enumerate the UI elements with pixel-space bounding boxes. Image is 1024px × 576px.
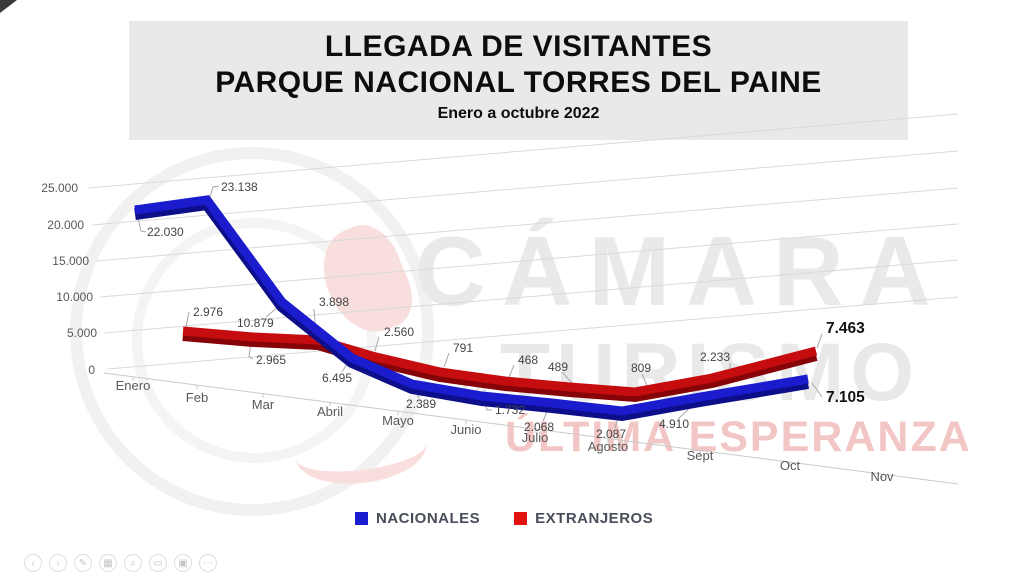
all-slides-icon: ▦ (103, 558, 113, 569)
label-nacionales-junio: 1.732 (495, 403, 525, 417)
cat-mar: Mar (252, 397, 275, 412)
previous-slide-button[interactable]: ‹ (24, 554, 42, 572)
cat-nov: Nov (870, 469, 894, 484)
series-nacionales-line (134, 195, 809, 422)
more-options-icon: ⋯ (203, 558, 213, 569)
category-axis (103, 372, 959, 485)
chart-legend: NACIONALES EXTRANJEROS (355, 510, 653, 527)
label-nacionales-abril: 6.495 (322, 371, 352, 385)
gridline-20000 (91, 150, 959, 226)
label-nacionales-oct: 7.105 (826, 389, 865, 406)
value-axis-labels: 25.000 20.000 15.000 10.000 5.000 0 (41, 181, 97, 377)
pen-button[interactable]: ✎ (74, 554, 92, 572)
pen-icon: ✎ (78, 558, 88, 569)
y-tick-20000: 20.000 (47, 218, 84, 232)
display-settings-button[interactable]: ▣ (174, 554, 192, 572)
black-screen-icon: ▭ (153, 558, 163, 569)
title-line-1: LLEGADA DE VISITANTES (324, 30, 713, 63)
gridline-5000 (103, 259, 959, 334)
label-extranjeros-julio: 489 (548, 360, 568, 374)
watermark-esperanza: ÚLTIMA ESPERANZA (505, 413, 972, 461)
label-nacionales-agosto: 2.087 (596, 427, 626, 441)
slideshow-toolbar: ‹ › ✎ ▦ ⌕ ▭ ▣ ⋯ (24, 554, 217, 572)
legend-swatch-extranjeros-icon (514, 512, 528, 525)
label-extranjeros-mayo: 791 (453, 341, 473, 355)
label-nacionales-mar: 10.879 (237, 316, 274, 330)
label-extranjeros-sept: 2.233 (700, 350, 730, 364)
cat-agosto: Agosto (588, 439, 628, 454)
cat-junio: Junio (450, 422, 481, 437)
y-tick-0: 0 (88, 363, 95, 377)
label-extranjeros-junio: 468 (518, 353, 538, 367)
series-extranjeros-top (182, 326, 818, 397)
zoom-icon: ⌕ (130, 558, 136, 569)
watermark-inner-circle-icon (132, 218, 377, 463)
label-extranjeros-enero: 2.976 (193, 305, 223, 319)
cat-oct: Oct (780, 458, 801, 473)
title-subtitle: Enero a octubre 2022 (437, 105, 600, 122)
gridline-25000 (87, 113, 959, 189)
label-nacionales-feb: 23.138 (221, 180, 258, 194)
label-nacionales-enero: 22.030 (147, 225, 184, 239)
legend-label-extranjeros: EXTRANJEROS (535, 510, 654, 527)
cat-feb: Feb (186, 390, 208, 405)
title-line-2: PARQUE NACIONAL TORRES DEL PAINE (215, 66, 822, 99)
label-extranjeros-oct: 7.463 (826, 320, 865, 337)
cat-mayo: Mayo (382, 413, 414, 428)
cat-julio: Julio (522, 430, 549, 445)
next-slide-button[interactable]: › (49, 554, 67, 572)
data-labels-nacionales: 22.030 23.138 10.879 6.495 2.389 1.732 2… (147, 180, 865, 441)
previous-slide-icon: ‹ (31, 558, 35, 569)
leader-lines (136, 185, 823, 429)
corner-mark (0, 0, 17, 13)
category-axis-ticks (132, 377, 883, 478)
y-tick-10000: 10.000 (56, 290, 93, 304)
title-banner: LLEGADA DE VISITANTES PARQUE NACIONAL TO… (129, 21, 908, 140)
cat-enero: Enero (116, 378, 151, 393)
label-nacionales-julio: 2.068 (524, 420, 554, 434)
cat-sept: Sept (687, 448, 714, 463)
y-tick-25000: 25.000 (41, 181, 78, 195)
legend-label-nacionales: NACIONALES (376, 510, 481, 527)
label-extranjeros-abril: 2.560 (384, 325, 414, 339)
data-labels-extranjeros: 2.976 2.965 3.898 2.560 791 468 489 809 … (193, 295, 865, 375)
y-tick-15000: 15.000 (52, 254, 89, 268)
y-tick-5000: 5.000 (67, 326, 97, 340)
legend-item-nacionales: NACIONALES (355, 510, 480, 527)
series-nacionales-top (134, 195, 809, 416)
label-nacionales-mayo: 2.389 (406, 397, 436, 411)
legend-item-extranjeros: EXTRANJEROS (514, 510, 653, 527)
label-nacionales-sept: 4.910 (659, 417, 689, 431)
display-settings-icon: ▣ (178, 558, 188, 569)
category-labels: Enero Feb Mar Abril Mayo Junio Julio Ago… (116, 378, 894, 484)
black-screen-button[interactable]: ▭ (149, 554, 167, 572)
cat-abril: Abril (317, 404, 343, 419)
legend-swatch-nacionales-icon (355, 512, 368, 525)
gridline-10000 (99, 223, 959, 298)
watermark-camara: CÁMARA (415, 216, 947, 326)
label-extranjeros-feb: 2.965 (256, 353, 286, 367)
all-slides-button[interactable]: ▦ (99, 554, 117, 572)
zoom-button[interactable]: ⌕ (124, 554, 142, 572)
series-extranjeros-line (182, 326, 818, 403)
more-options-button[interactable]: ⋯ (199, 554, 217, 572)
next-slide-icon: › (56, 558, 60, 569)
label-extranjeros-agosto: 809 (631, 361, 651, 375)
label-extranjeros-mar: 3.898 (319, 295, 349, 309)
